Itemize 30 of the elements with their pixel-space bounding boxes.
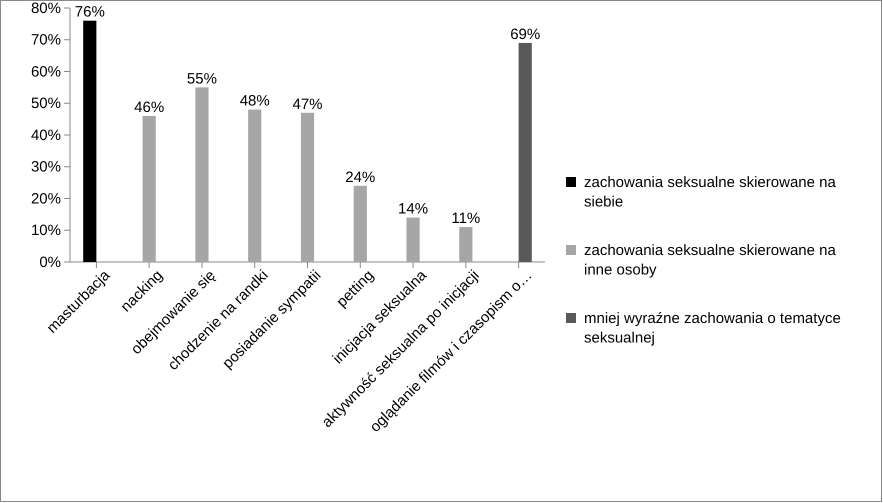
legend-label: zachowania seksualne skierowane na inne osoby <box>584 242 836 278</box>
data-label: 47% <box>292 96 323 113</box>
data-label: 46% <box>134 98 164 116</box>
bar <box>459 227 472 262</box>
y-tick-label: 80% <box>30 0 61 17</box>
y-tick-label: 20% <box>30 190 61 208</box>
bar <box>300 112 314 262</box>
data-label: 48% <box>240 92 270 110</box>
data-label: 14% <box>398 200 428 218</box>
y-tick-label: 0% <box>39 254 61 271</box>
data-label: 69% <box>510 26 540 43</box>
data-label: 55% <box>186 70 217 88</box>
y-tick-label: 40% <box>30 126 61 144</box>
bar <box>83 20 96 262</box>
bar <box>195 87 209 262</box>
legend-label: zachowania seksualne skierowane na siebie <box>584 174 836 210</box>
bar <box>248 110 262 262</box>
y-tick-label: 60% <box>30 63 61 80</box>
y-tick-label: 10% <box>30 222 61 240</box>
data-label: 76% <box>74 4 105 21</box>
data-label: 11% <box>451 210 480 228</box>
bar <box>518 42 532 262</box>
y-tick-label: 70% <box>30 32 61 49</box>
y-tick-label: 30% <box>30 158 61 176</box>
data-label: 24% <box>345 168 376 186</box>
legend-label: mniej wyraźne zachowania o tematyce seksualnej <box>584 310 841 346</box>
bar <box>142 116 156 262</box>
bar <box>354 186 367 262</box>
bar <box>406 218 420 262</box>
y-tick-label: 50% <box>30 95 61 112</box>
